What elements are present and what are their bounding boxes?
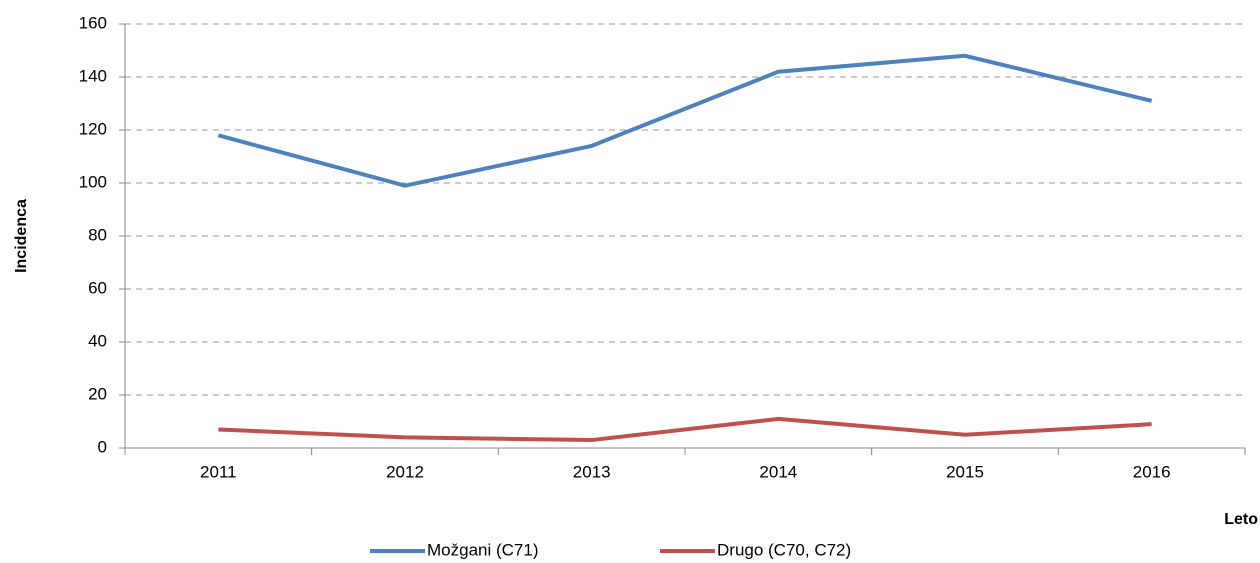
x-tick-label: 2012 xyxy=(386,462,424,481)
y-tick-label: 20 xyxy=(88,384,107,403)
data-line xyxy=(218,416,1152,443)
x-tick-label: 2011 xyxy=(200,462,237,481)
y-tick-label: 0 xyxy=(98,437,107,456)
y-tick-label: 60 xyxy=(88,278,107,297)
legend-label: Drugo (C70, C72) xyxy=(717,540,851,559)
x-tick-label: 2015 xyxy=(946,462,984,481)
data-line xyxy=(217,53,1153,188)
y-tick-label: 160 xyxy=(79,13,107,32)
x-axis-label: Leto xyxy=(1224,511,1258,528)
y-axis-label: Incidenca xyxy=(13,199,30,273)
legend-label: Možgani (C71) xyxy=(427,540,539,559)
y-tick-label: 100 xyxy=(79,172,107,191)
y-tick-label: 80 xyxy=(88,225,107,244)
x-tick-label: 2013 xyxy=(573,462,611,481)
y-tick-label: 140 xyxy=(79,66,107,85)
x-tick-label: 2016 xyxy=(1133,462,1171,481)
y-tick-label: 40 xyxy=(88,331,107,350)
y-tick-label: 120 xyxy=(79,119,107,138)
x-tick-label: 2014 xyxy=(759,462,797,481)
